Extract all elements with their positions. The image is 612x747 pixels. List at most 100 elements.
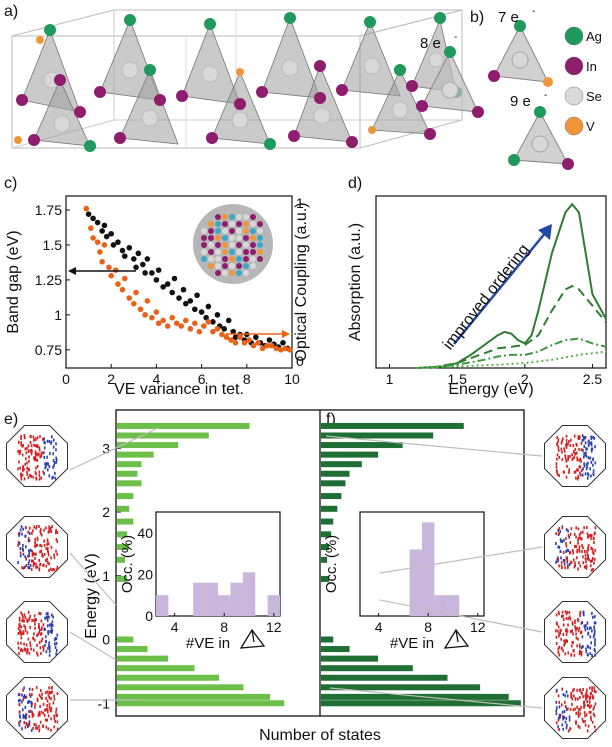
orbital-dot [28,692,31,696]
orbital-dot [41,451,43,455]
orbital-dot [564,700,566,704]
orbital-dot [36,565,39,569]
orbital-dot [566,629,569,633]
orbital-dot [43,528,45,532]
orbital-connector [329,687,543,709]
orbital-dot [591,694,594,698]
orbital-dot [55,652,57,656]
orbital-dot [589,705,591,709]
orbital-dot [590,546,592,550]
orbital-dot [44,628,46,631]
orbital-dot [579,536,581,540]
orbital-dot [561,614,563,618]
orbital-dot [577,697,579,701]
orbital-dot [560,637,562,641]
plot-e-bar [117,451,154,458]
orbital-dot [32,435,35,439]
c-xlabel: VE variance in tet. [114,381,244,398]
orbital-dot [24,715,26,719]
c-xtick-label: 8 [243,371,251,387]
orbital-dot [556,436,559,439]
orbital-dot [585,467,588,471]
orbital-dot [580,630,583,634]
orbital-dot [53,725,56,729]
orbital-dot [581,537,583,541]
orbital-dot [586,526,588,529]
nanoparticle-atom [236,256,242,262]
orbital-dot [26,618,28,622]
orbital-dot [22,543,24,547]
orbital-dot [555,462,558,466]
orbital-dot [18,451,20,455]
orbital-dot [584,441,587,445]
orbital-dot [53,714,55,718]
orbital-dot [568,715,571,719]
orbital-dot [50,545,53,549]
c-ytick-label: 1.75 [35,202,62,218]
tetrahedron-icon [443,628,470,649]
orbital-dot [583,455,585,459]
orbital-dot [565,457,567,460]
orbital-dot [22,552,25,556]
orbital-dot [584,628,587,632]
orbital-dot [580,650,583,654]
orbital-dot [34,638,36,642]
orbital-dot [24,616,27,619]
orbital-dot [567,729,570,733]
orbital-dot [21,566,23,570]
nanoparticle-atom [243,228,249,234]
orbital-dot [561,610,564,614]
c-point-coupling [94,239,101,245]
orbital-dot [47,468,49,472]
orbital-dot [574,564,576,567]
orbital-dot [20,636,23,640]
orbital-dot [55,442,57,446]
orbital-dot [27,610,30,614]
c-point-coupling [277,347,284,353]
orbital-dot [36,458,39,462]
c-point-coupling [121,275,128,282]
orbital-dot [38,625,40,629]
nanoparticle-atom [222,242,228,248]
orbital-dot [28,539,31,543]
orbital-dot [579,649,581,653]
orbital-dot [575,535,577,539]
orbital-dot [23,619,25,623]
orbital-dot [576,477,579,481]
orbital-dot [17,449,19,453]
orbital-dot [56,713,58,717]
orbital-dot [22,715,24,719]
orbital-dot [574,561,576,565]
orbital-dot [578,561,580,565]
orbital-dot [570,560,572,564]
orbital-dot [46,557,48,561]
orbital-dot [555,560,557,564]
plot-e-inset-frame [155,511,281,617]
orbital-dot [575,526,577,530]
nanoparticle-atom [222,235,228,241]
orbital-dot [559,530,561,534]
orbital-dot [23,468,25,471]
orbital-dot [557,725,559,729]
orbital-dot [587,440,590,444]
plot-f-inset-ylabel: Occ. (%) [323,535,340,593]
orbital-dot [590,718,592,722]
orbital-dot [47,549,49,553]
orbital-dot [26,447,28,450]
c-right-tick-label: 0 [296,353,304,369]
orbital-dot [564,639,567,643]
orbital-connector [379,599,543,633]
c-point-coupling [99,258,105,265]
orbital-dot [52,475,55,479]
c-point-bandgap [119,247,126,254]
orbital-dot [566,723,568,727]
orbital-dot [577,637,579,641]
orbital-dot [54,719,56,723]
orbital-dot [54,642,56,646]
orbital-dot [21,473,24,477]
plot-e-inset-bar [193,582,206,616]
orbital-dot [591,612,593,616]
orbital-dot [26,466,28,470]
orbital-dot [43,446,46,450]
orbital-dot [48,440,51,443]
